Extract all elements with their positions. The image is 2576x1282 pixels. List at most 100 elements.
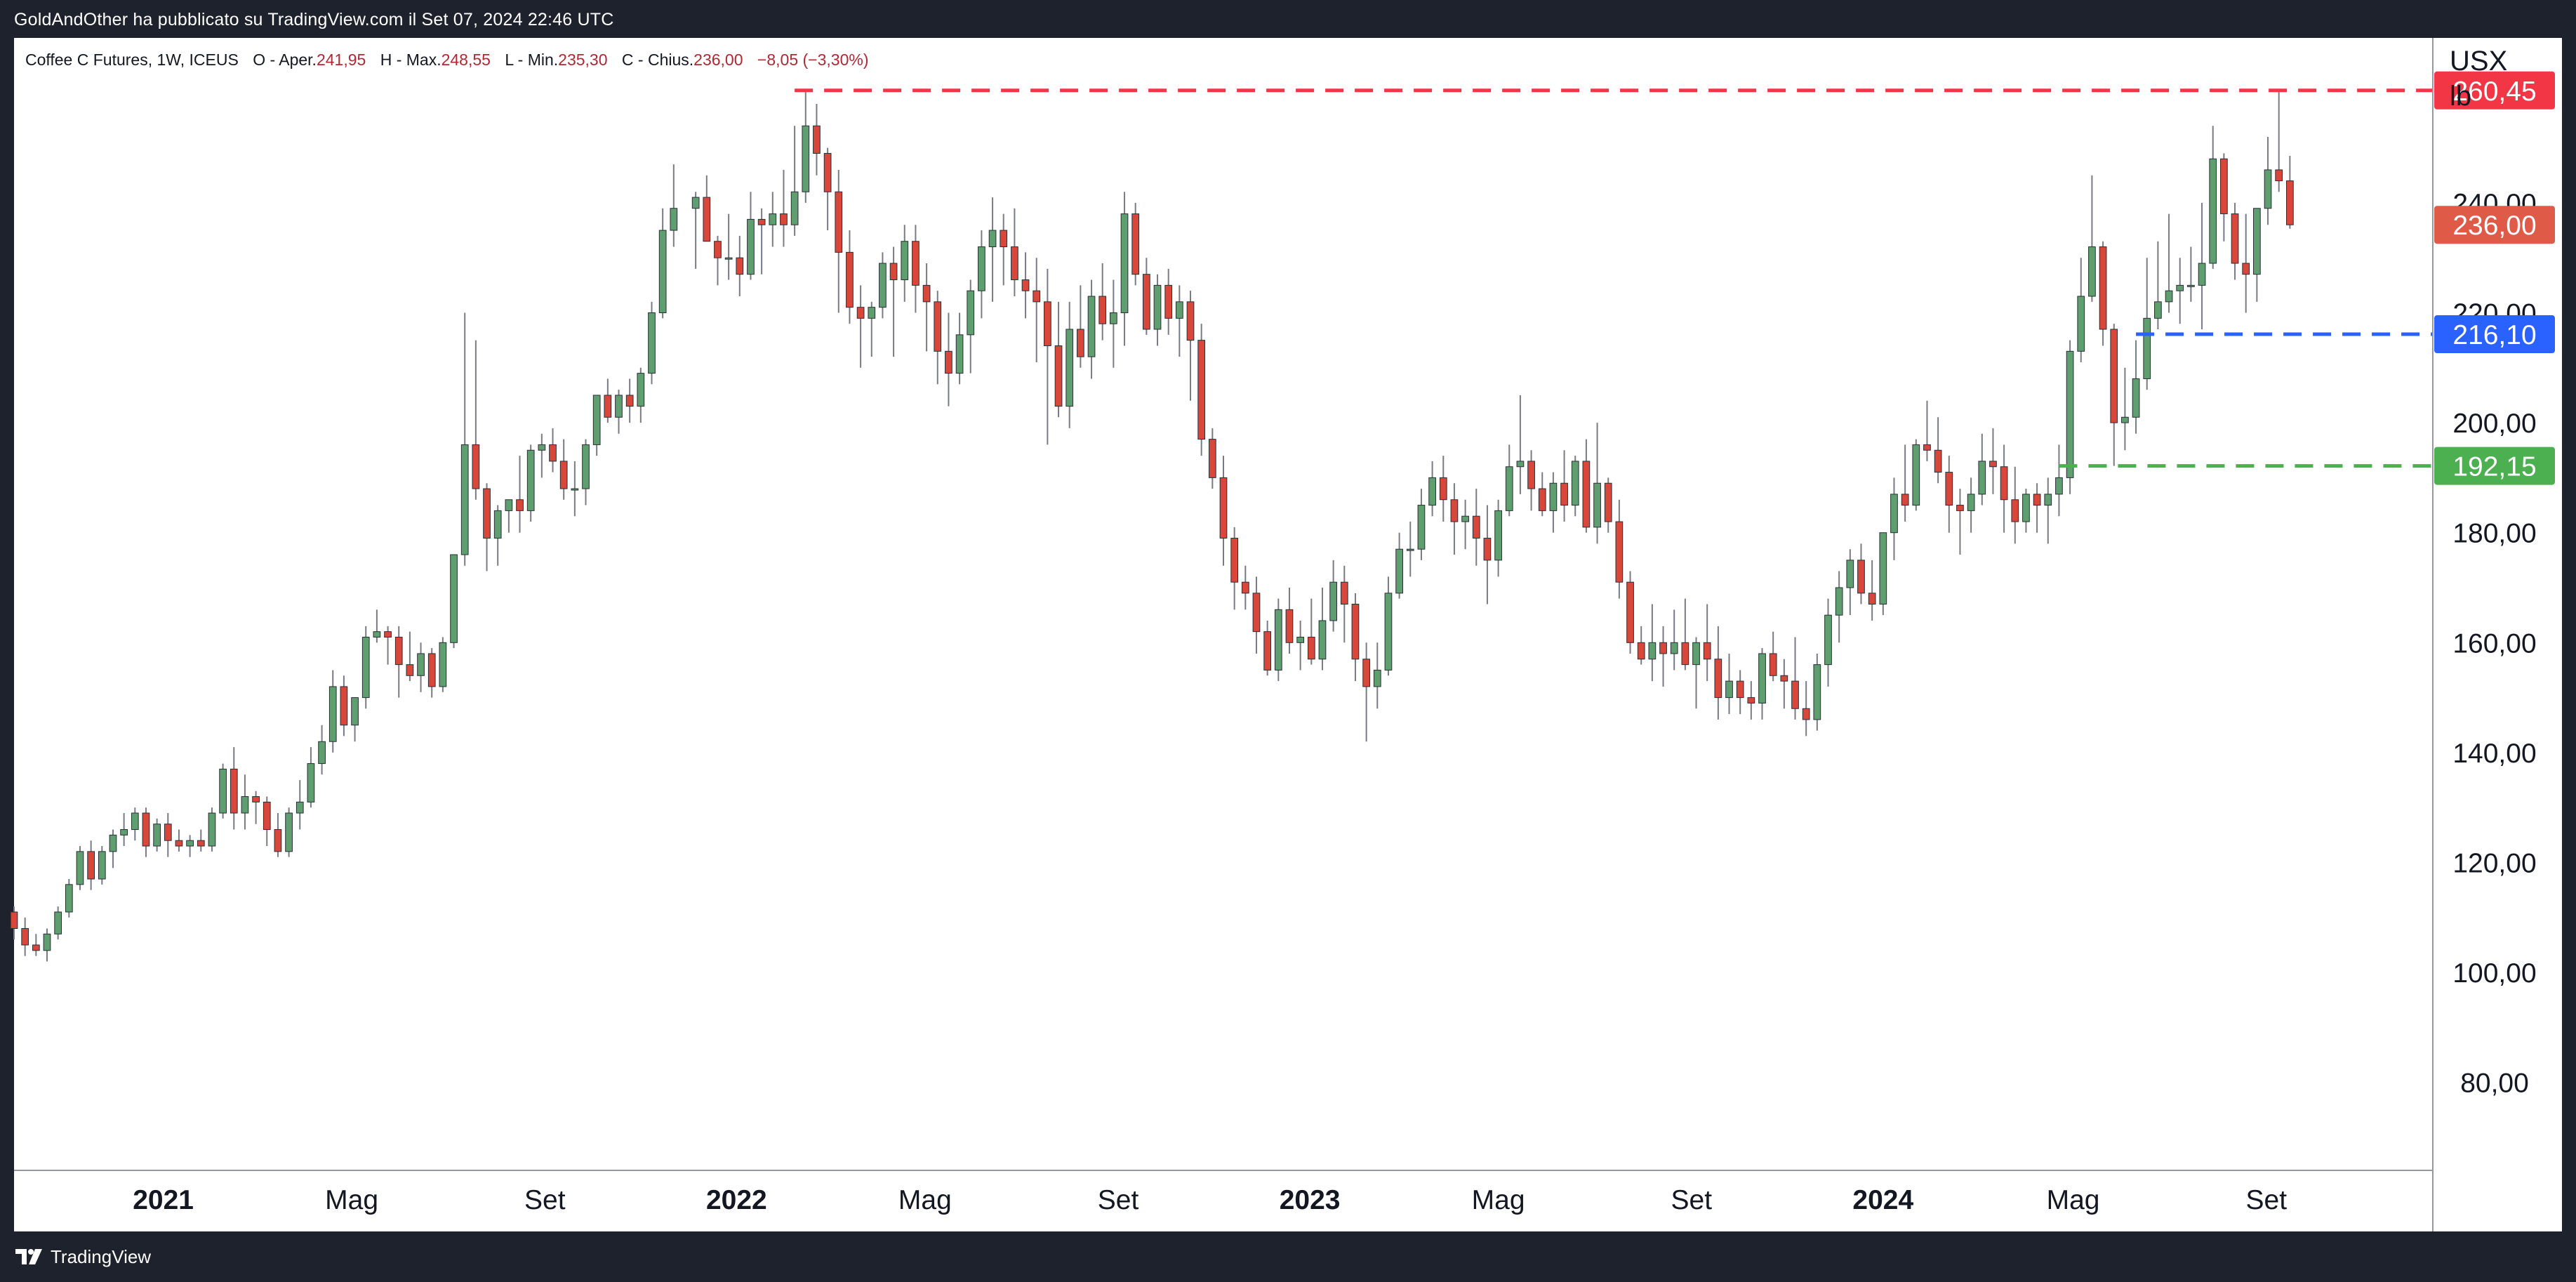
candle-body xyxy=(1626,581,1634,643)
candle xyxy=(219,763,227,819)
candle xyxy=(1087,279,1096,379)
candle-body xyxy=(1252,593,1261,633)
candle-body xyxy=(1791,680,1799,709)
candle xyxy=(846,230,854,324)
footer-bar: TradingView xyxy=(0,1231,2576,1282)
candle xyxy=(1978,433,1986,505)
candle-body xyxy=(120,829,128,835)
candle-body xyxy=(2231,213,2239,264)
candle xyxy=(2242,213,2250,313)
candle-body xyxy=(1549,482,1558,511)
candle-body xyxy=(1340,581,1348,605)
candle-body xyxy=(615,395,623,418)
candle-body xyxy=(1033,290,1041,303)
price-level-text: 236,00 xyxy=(2452,211,2536,241)
candle xyxy=(1285,588,1294,654)
candle xyxy=(296,780,304,830)
candle xyxy=(724,213,733,280)
candle xyxy=(1989,428,1997,494)
candle-body xyxy=(978,246,985,291)
candle xyxy=(1417,489,1426,560)
x-tick-label: 2021 xyxy=(133,1185,194,1215)
candle-body xyxy=(1802,708,1810,720)
left-edge xyxy=(0,38,14,1231)
candle-body xyxy=(516,499,524,511)
candle xyxy=(1703,604,1711,682)
candle xyxy=(1956,489,1964,555)
candle-body xyxy=(241,796,249,814)
candle xyxy=(1208,428,1216,489)
candle-body xyxy=(901,241,909,281)
candle-body xyxy=(307,763,315,802)
candle xyxy=(1505,444,1513,517)
candle xyxy=(285,807,293,857)
time-axis[interactable]: 2021 Mag Set 2022 Mag Set 2023 Mag Set 2024 Mag Set xyxy=(133,1185,2287,1215)
candle-body xyxy=(1890,494,1898,534)
x-tick-label: Set xyxy=(524,1185,566,1215)
candle-body xyxy=(197,840,205,847)
candle xyxy=(637,367,645,423)
candle xyxy=(1406,522,1414,577)
candle xyxy=(2000,444,2008,533)
candle-body xyxy=(1461,515,1469,522)
tradingview-brand[interactable]: TradingView xyxy=(15,1245,151,1268)
candles-layer xyxy=(10,90,2294,962)
candle-body xyxy=(1472,515,1480,539)
x-tick-label: Set xyxy=(2246,1185,2288,1215)
candle-body xyxy=(406,664,414,676)
candle-body xyxy=(87,851,95,880)
price-level-badge xyxy=(2434,447,2555,485)
candle-body xyxy=(1241,581,1249,594)
candle xyxy=(1648,604,1657,682)
candle xyxy=(1428,461,1436,517)
tradingview-logo-icon xyxy=(15,1249,42,1264)
candle xyxy=(516,456,524,533)
candle xyxy=(131,807,139,841)
candle-body xyxy=(21,927,29,946)
publisher-line: GoldAndOther ha pubblicato su TradingVie… xyxy=(14,10,614,29)
price-unit: USX lb xyxy=(2450,46,2507,112)
candle xyxy=(1846,549,1854,616)
price-level-label: 260,45 xyxy=(2434,71,2555,110)
candle xyxy=(2033,483,2041,533)
candle-body xyxy=(1274,609,1282,670)
candle xyxy=(1077,285,1084,368)
candle-body xyxy=(571,488,579,491)
candle xyxy=(120,813,128,847)
candle xyxy=(307,747,315,808)
candle-body xyxy=(1659,642,1667,654)
candle xyxy=(2011,466,2019,544)
candle xyxy=(648,301,656,385)
candle-body xyxy=(1648,642,1657,660)
candle-body xyxy=(2143,317,2151,379)
candle xyxy=(1813,653,1821,731)
candle-body xyxy=(1835,587,1843,616)
candle-body xyxy=(1692,642,1700,666)
candle-body xyxy=(1296,636,1305,643)
candle-body xyxy=(1186,301,1195,341)
candle xyxy=(1538,472,1546,517)
price-level-text: 192,15 xyxy=(2452,452,2536,482)
candle xyxy=(1890,477,1898,560)
candle xyxy=(2220,153,2228,242)
open-label: O - Aper. xyxy=(253,51,317,69)
candle-body xyxy=(637,373,645,407)
candle xyxy=(879,252,887,319)
candle xyxy=(615,390,623,434)
candle-body xyxy=(1110,312,1117,324)
candle-body xyxy=(625,395,634,407)
y-tick-label: 200,00 xyxy=(2452,409,2536,439)
candle-body xyxy=(967,290,975,336)
candle xyxy=(1098,263,1107,341)
x-tick-label: Set xyxy=(1671,1185,1713,1215)
candle-body xyxy=(934,301,942,352)
candle-body xyxy=(922,284,931,303)
candle xyxy=(2198,202,2206,329)
candle-body xyxy=(1318,620,1327,660)
candle xyxy=(2275,90,2283,192)
candle-body xyxy=(945,350,952,374)
candle-body xyxy=(1527,461,1535,489)
candle-body xyxy=(1923,444,1931,451)
candle-body xyxy=(1087,296,1096,357)
